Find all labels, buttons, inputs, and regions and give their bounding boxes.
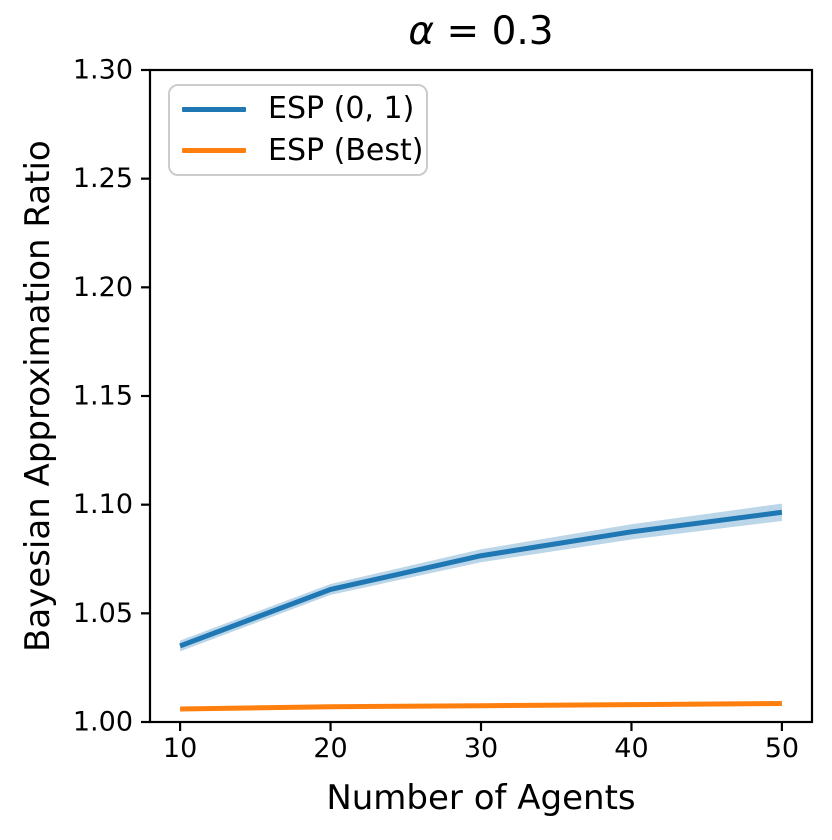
x-tick-label: 20 (313, 733, 347, 764)
y-tick-label: 1.00 (73, 707, 133, 738)
series-line (179, 509, 783, 649)
y-tick-label: 1.05 (73, 598, 133, 629)
chart-title-text: = 0.3 (434, 9, 554, 54)
legend-line-swatch-blue (182, 106, 246, 112)
legend-label: ESP (Best) (268, 132, 424, 168)
y-tick-label: 1.15 (73, 381, 133, 412)
legend-line-swatch-orange (182, 148, 246, 154)
y-tick-label: 1.25 (73, 163, 133, 194)
y-tick-label: 1.10 (73, 489, 133, 520)
legend-entry-esp-best: ESP (Best) (182, 131, 426, 171)
y-axis-label: Bayesian Approximation Ratio (18, 140, 58, 652)
x-tick-label: 10 (163, 733, 197, 764)
legend-entry-esp-01: ESP (0, 1) (182, 89, 426, 129)
x-tick-label: 30 (464, 733, 498, 764)
legend: ESP (0, 1) ESP (Best) (168, 84, 428, 176)
x-axis-label: Number of Agents (326, 778, 636, 818)
series-line (180, 701, 782, 712)
x-tick-label: 50 (765, 733, 799, 764)
legend-label: ESP (0, 1) (268, 91, 415, 127)
alpha-symbol: α (408, 9, 435, 54)
y-tick-label: 1.30 (73, 55, 133, 86)
y-tick-label: 1.20 (73, 272, 133, 303)
chart-title: α = 0.3 (150, 6, 812, 58)
x-tick-label: 40 (614, 733, 648, 764)
